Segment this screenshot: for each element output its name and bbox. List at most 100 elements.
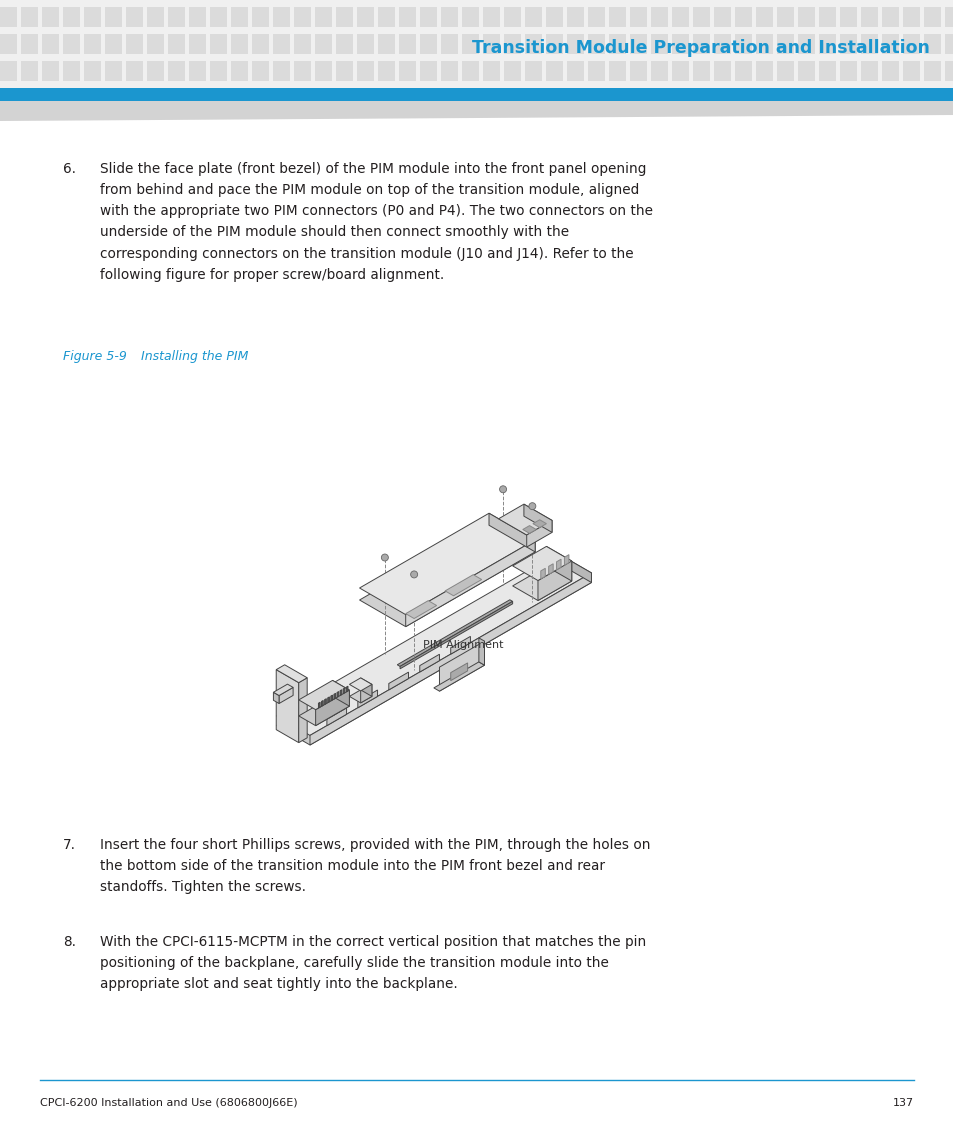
Bar [335, 61, 353, 81]
Polygon shape [328, 697, 329, 703]
Bar [734, 34, 751, 54]
Bar [126, 7, 143, 27]
Bar [608, 7, 625, 27]
Bar [734, 7, 751, 27]
Bar [21, 34, 38, 54]
Bar [545, 34, 562, 54]
Bar [713, 61, 730, 81]
Bar [440, 7, 457, 27]
Polygon shape [343, 688, 345, 694]
Bar [902, 7, 919, 27]
Bar [861, 7, 877, 27]
Bar [650, 61, 667, 81]
Bar [63, 61, 80, 81]
Bar [524, 61, 541, 81]
Polygon shape [526, 520, 552, 547]
Polygon shape [298, 696, 349, 726]
Text: Transition Module Preparation and Installation: Transition Module Preparation and Instal… [472, 39, 929, 57]
Circle shape [528, 503, 536, 510]
Bar [168, 61, 185, 81]
Bar [818, 61, 835, 81]
Bar [882, 7, 898, 27]
Polygon shape [489, 513, 535, 552]
Bar [692, 7, 709, 27]
Bar [629, 7, 646, 27]
Polygon shape [512, 546, 571, 581]
Polygon shape [478, 638, 484, 665]
Bar [545, 61, 562, 81]
Bar [252, 7, 269, 27]
Bar [840, 7, 856, 27]
Bar [566, 34, 583, 54]
Polygon shape [333, 680, 349, 706]
Polygon shape [334, 694, 335, 700]
Polygon shape [434, 662, 484, 692]
Bar [944, 34, 953, 54]
Bar [587, 34, 604, 54]
Text: 137: 137 [892, 1098, 913, 1108]
Bar [566, 61, 583, 81]
Bar [861, 61, 877, 81]
Bar [377, 34, 395, 54]
Bar [21, 7, 38, 27]
Polygon shape [340, 689, 341, 695]
Bar [0, 0, 953, 88]
Bar [210, 61, 227, 81]
Circle shape [381, 554, 388, 561]
Bar [0, 61, 17, 81]
Bar [294, 7, 311, 27]
Circle shape [499, 485, 506, 492]
Polygon shape [346, 686, 348, 692]
Bar [105, 34, 122, 54]
Text: 6.: 6. [63, 161, 76, 176]
Bar [189, 34, 206, 54]
Polygon shape [359, 513, 535, 615]
Polygon shape [336, 692, 338, 697]
Text: PIM Alignment: PIM Alignment [422, 640, 502, 649]
Polygon shape [298, 678, 307, 743]
Polygon shape [399, 601, 512, 669]
Bar [692, 61, 709, 81]
Bar [671, 61, 688, 81]
Bar [210, 7, 227, 27]
Polygon shape [537, 561, 571, 600]
Bar [126, 61, 143, 81]
Bar [776, 34, 793, 54]
Bar [147, 34, 164, 54]
Polygon shape [360, 678, 372, 696]
Bar [335, 7, 353, 27]
Bar [63, 7, 80, 27]
Bar [0, 88, 953, 101]
Bar [608, 34, 625, 54]
Bar [168, 7, 185, 27]
Polygon shape [389, 672, 408, 690]
Bar [461, 7, 478, 27]
Bar [861, 34, 877, 54]
Polygon shape [450, 663, 467, 680]
Bar [356, 61, 374, 81]
Polygon shape [274, 693, 278, 703]
Bar [42, 61, 59, 81]
Polygon shape [310, 572, 591, 745]
Bar [755, 61, 772, 81]
Polygon shape [349, 678, 372, 690]
Polygon shape [548, 563, 553, 575]
Bar [755, 7, 772, 27]
Polygon shape [498, 504, 552, 535]
Bar [314, 34, 332, 54]
Bar [419, 7, 436, 27]
Bar [189, 61, 206, 81]
Bar [147, 7, 164, 27]
Polygon shape [324, 698, 326, 704]
Bar [923, 61, 940, 81]
Bar [147, 61, 164, 81]
Bar [840, 61, 856, 81]
Polygon shape [419, 654, 439, 672]
Text: 7.: 7. [63, 838, 76, 852]
Bar [671, 7, 688, 27]
Bar [377, 61, 395, 81]
Bar [21, 61, 38, 81]
Polygon shape [564, 554, 568, 566]
Bar [608, 61, 625, 81]
Bar [419, 61, 436, 81]
